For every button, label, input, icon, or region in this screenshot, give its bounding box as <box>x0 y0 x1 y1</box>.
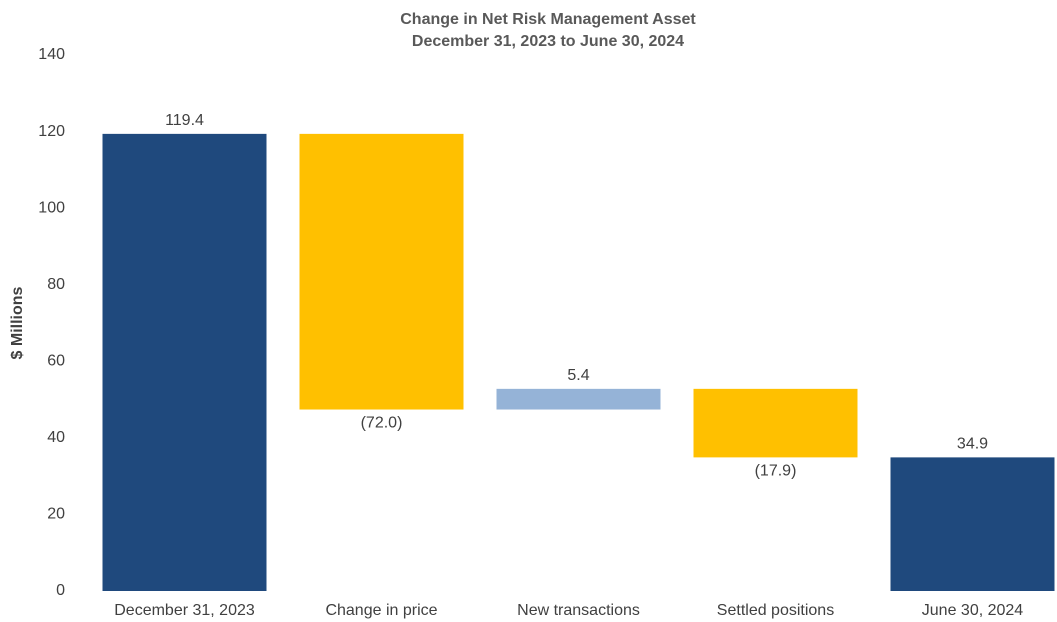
y-tick-label: 60 <box>47 353 65 370</box>
y-tick-label: 0 <box>56 582 65 599</box>
y-tick-label: 140 <box>38 46 65 63</box>
chart-subtitle: December 31, 2023 to June 30, 2024 <box>412 33 684 50</box>
y-tick-label: 40 <box>47 429 65 446</box>
data-label: (17.9) <box>755 463 797 480</box>
bar <box>890 457 1055 591</box>
data-label: 5.4 <box>567 367 589 384</box>
x-tick-label: New transactions <box>517 602 640 619</box>
data-label: (72.0) <box>361 415 403 432</box>
x-tick-label: Change in price <box>325 602 437 619</box>
bar <box>496 388 661 410</box>
chart-title: Change in Net Risk Management Asset <box>400 11 696 28</box>
y-axis-label: $ Millions <box>9 286 26 359</box>
y-tick-label: 100 <box>38 199 65 216</box>
y-tick-label: 20 <box>47 506 65 523</box>
data-label: 34.9 <box>957 436 988 453</box>
y-tick-label: 80 <box>47 276 65 293</box>
x-tick-label: Settled positions <box>717 602 834 619</box>
bar <box>299 133 464 410</box>
bar <box>693 388 858 458</box>
y-tick-label: 120 <box>38 123 65 140</box>
bar <box>102 133 267 591</box>
data-label: 119.4 <box>165 112 204 129</box>
x-tick-label: June 30, 2024 <box>922 602 1024 619</box>
x-tick-label: December 31, 2023 <box>114 602 255 619</box>
